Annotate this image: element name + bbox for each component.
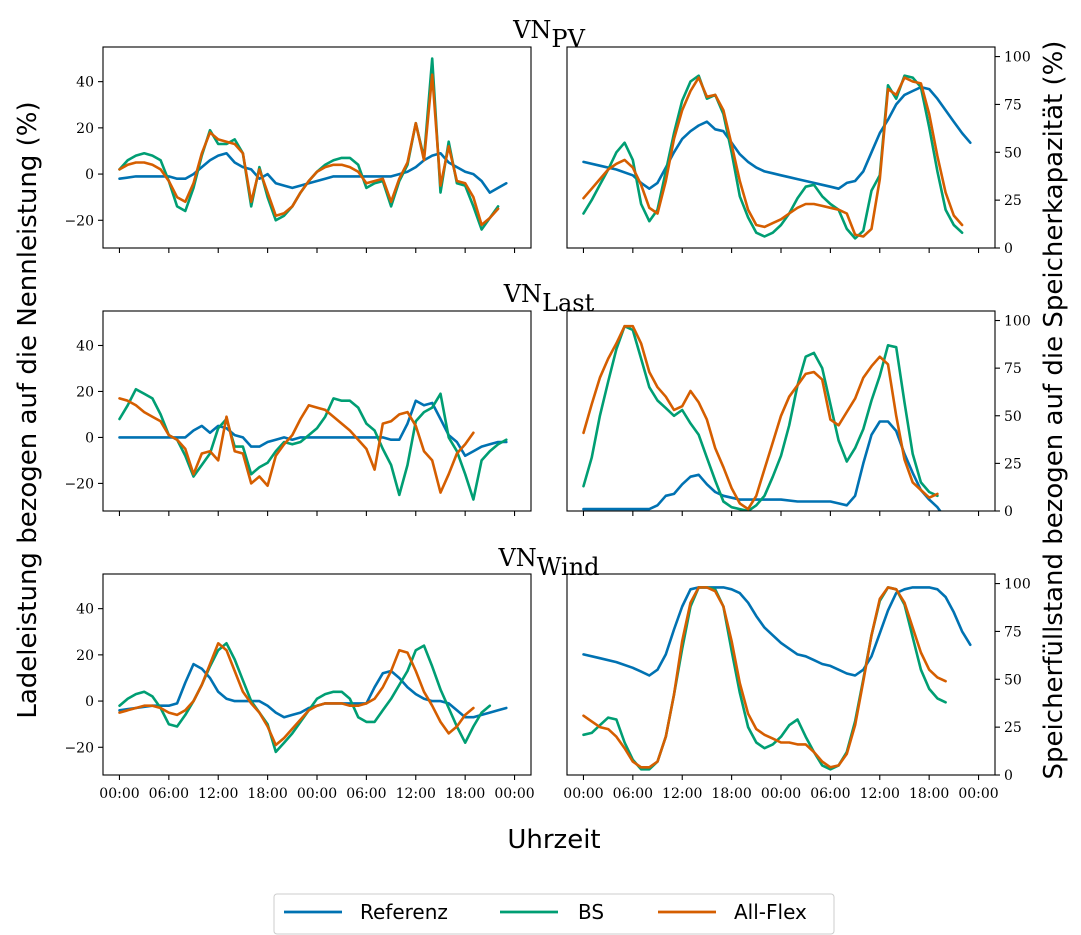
x-tick-label-right: 12:00 [860,786,900,802]
series-all-flex-right-row-0 [582,76,964,238]
y-tick-label-right: 25 [1004,720,1022,736]
x-tick-label-left: 06:00 [149,786,189,802]
panel-left-row-2: −20 0 20 40 00:00 06:00 12:00 18:00 00:00 06:00 12… [64,573,535,802]
y-tick-label-right: 50 [1004,672,1022,688]
y-tick-label-right: 100 [1004,314,1031,330]
x-tick-label-right: 00:00 [958,786,998,802]
subplot-row-last: VNLast −20 0 20 40 0 25 50 75 100 [64,280,1031,520]
y-tick-label-right: 75 [1004,624,1022,640]
row-title-wind: VNWind [497,544,599,581]
series-referenz-right-row-0 [582,85,972,190]
y-tick-label-right: 0 [1004,241,1013,257]
series-all-flex-right-row-1 [582,324,939,511]
y-axis-label-left: Ladeleistung bezogen auf die Nennleistun… [13,101,43,718]
legend-entry-all-flex: All-Flex [734,900,807,924]
row-title-subscript: Last [542,289,595,317]
x-tick-label-left: 00:00 [99,786,139,802]
x-tick-label-right: 06:00 [810,786,850,802]
axes-frame-left-row-2 [102,573,532,776]
panel-right-row-2: 0 25 50 75 100 00:00 06:00 12:00 18:00 00:00 06:00… [563,573,1031,802]
series-referenz-left-row-1 [118,399,508,458]
y-tick-label-left: −20 [64,740,94,756]
x-tick-label-right: 00:00 [761,786,801,802]
y-tick-label-right: 100 [1004,577,1031,593]
y-tick-label-left: 40 [76,75,94,91]
row-title-pv: VNPV [512,16,585,53]
series-all-flex-right-row-2 [582,586,947,769]
row-title-base: VN [512,16,551,44]
x-axis-label: Uhrzeit [507,825,600,855]
subplot-rows: VNPV−20020400255075100VNLast−20020400255… [64,16,1030,802]
legend: Referenz BS All-Flex [273,893,835,935]
x-tick-label-right: 12:00 [662,786,702,802]
x-tick-label-left: 18:00 [247,786,287,802]
y-tick-label-right: 75 [1004,97,1022,113]
row-title-base: VN [503,280,542,308]
series-bs-left-row-2 [118,641,492,754]
x-tick-label-left: 12:00 [198,786,238,802]
y-tick-label-left: −20 [64,476,94,492]
row-title-last: VNLast [503,280,595,317]
x-tick-label-right: 06:00 [613,786,653,802]
y-tick-label-right: 100 [1004,50,1031,66]
y-tick-label-right: 25 [1004,193,1022,209]
series-bs-right-row-0 [582,74,964,240]
x-tick-label-right: 00:00 [563,786,603,802]
series-referenz-left-row-0 [118,152,508,194]
y-tick-label-left: 20 [76,121,94,137]
x-tick-label-right: 18:00 [909,786,949,802]
y-tick-label-left: 20 [76,648,94,664]
y-axis-label-right: Speicherfüllstand bezogen auf die Speich… [1039,41,1069,780]
y-tick-label-right: 50 [1004,409,1022,425]
y-tick-label-left: 20 [76,384,94,400]
x-tick-label-left: 00:00 [494,786,534,802]
series-bs-right-row-1 [582,324,939,511]
series-all-flex-left-row-2 [118,641,475,747]
y-tick-label-left: 0 [85,167,94,183]
y-tick-label-right: 0 [1004,504,1013,520]
x-tick-label-left: 12:00 [396,786,436,802]
y-tick-label-left: −20 [64,213,94,229]
series-all-flex-left-row-0 [118,73,500,227]
panel-left-row-1: −20 0 20 40 [64,310,532,516]
legend-entry-referenz: Referenz [360,900,448,924]
x-tick-label-left: 00:00 [297,786,337,802]
y-tick-label-left: 40 [76,602,94,618]
panel-left-row-0: −20 0 20 40 [64,46,532,253]
series-referenz-right-row-2 [582,586,972,677]
panel-right-row-1: 0 25 50 75 100 [566,310,1031,520]
y-tick-label-right: 75 [1004,361,1022,377]
y-tick-label-left: 0 [85,430,94,446]
panel-right-row-0: 0 25 50 75 100 [566,46,1031,257]
series-bs-right-row-2 [582,586,947,771]
series-all-flex-left-row-1 [118,397,475,494]
axes-frame-left-row-0 [102,46,532,249]
axes-frame-right-row-2 [566,573,996,776]
row-title-subscript: Wind [537,553,600,581]
row-title-base: VN [497,544,536,572]
y-tick-label-left: 40 [76,338,94,354]
y-tick-label-left: 0 [85,694,94,710]
legend-entry-bs: BS [578,900,604,924]
x-tick-label-left: 06:00 [346,786,386,802]
axes-frame-right-row-1 [566,310,996,512]
legend-frame [273,893,835,935]
series-bs-left-row-0 [118,57,500,231]
series-referenz-right-row-1 [582,420,942,511]
y-tick-label-right: 25 [1004,456,1022,472]
row-title-subscript: PV [551,25,585,53]
series-bs-left-row-1 [118,387,508,501]
y-tick-label-right: 0 [1004,768,1013,784]
y-tick-label-right: 50 [1004,145,1022,161]
x-tick-label-left: 18:00 [445,786,485,802]
subplot-row-pv: VNPV −20 0 20 40 0 25 50 75 100 [64,16,1030,257]
x-tick-label-right: 18:00 [711,786,751,802]
